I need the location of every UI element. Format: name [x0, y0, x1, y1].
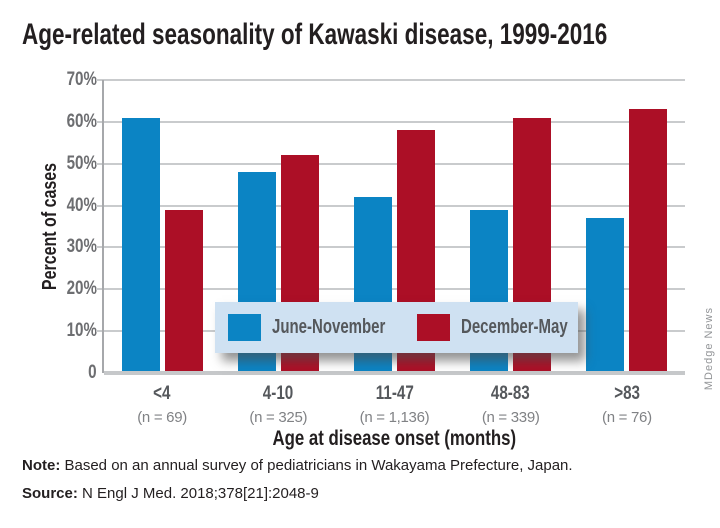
x-axis-title-text: Age at disease onset (months): [272, 427, 517, 450]
x-axis-labels: <4 (n = 69) 4-10 (n = 325) 11-47 (n = 1,136) 4…: [104, 383, 685, 428]
note-text: Based on an annual survey of pediatricia…: [60, 457, 573, 474]
y-tick-label-50: 50%: [66, 152, 97, 174]
bar-group-0: [104, 80, 220, 373]
y-tick-label-10: 10%: [66, 320, 97, 342]
x-category-2: 11-47 (n = 1,136): [359, 383, 430, 426]
x-category-1: 4-10 (n = 325): [249, 383, 308, 426]
gridline-70: [96, 79, 685, 81]
bar-group-4: [569, 80, 685, 373]
y-tick-label-30: 30%: [66, 236, 97, 258]
y-tick-label-60: 60%: [66, 110, 97, 132]
note-line: Note: Based on an annual survey of pedia…: [22, 457, 573, 474]
legend: June-November December-May: [215, 302, 578, 353]
bar-series1-group4: [629, 109, 668, 373]
y-tick-label-20: 20%: [66, 278, 97, 300]
gridline-60: [96, 120, 685, 123]
legend-label-june-november: June-November: [272, 316, 386, 338]
y-axis-line: [102, 80, 104, 373]
bar-series1-group0: [164, 209, 203, 373]
legend-item-june-november: June-November: [228, 314, 417, 341]
x-axis-line: [104, 371, 685, 375]
x-category-3: 48-83 (n = 339): [481, 383, 540, 426]
legend-swatch-december-may-icon: [417, 314, 450, 341]
legend-item-december-may: December-May: [417, 314, 603, 341]
note-label: Note:: [22, 457, 61, 474]
bar-series0-group4: [586, 218, 625, 373]
y-axis-tick-labels: 70% 60% 50% 40% 30% 20% 10% 0: [0, 69, 97, 383]
y-tick-label-40: 40%: [66, 194, 97, 216]
gridline-50: [96, 162, 685, 165]
source-label: Source:: [22, 485, 78, 502]
source-line: Source: N Engl J Med. 2018;378[21]:2048-…: [22, 485, 319, 502]
legend-label-december-may: December-May: [461, 316, 568, 338]
legend-swatch-june-november-icon: [228, 314, 261, 341]
bar-series0-group0: [121, 117, 160, 373]
chart-title-text: Age-related seasonality of Kawaski disea…: [22, 18, 608, 51]
chart-title: Age-related seasonality of Kawaski disea…: [22, 18, 720, 52]
x-category-0: <4 (n = 69): [137, 383, 187, 426]
watermark: MDedge News: [703, 306, 715, 390]
x-axis-title: Age at disease onset (months): [104, 427, 685, 451]
source-text: N Engl J Med. 2018;378[21]:2048-9: [77, 485, 319, 502]
x-category-4: >83 (n = 76): [602, 383, 652, 426]
y-tick-label-70: 70%: [66, 69, 97, 90]
y-tick-label-0: 0: [88, 362, 97, 383]
